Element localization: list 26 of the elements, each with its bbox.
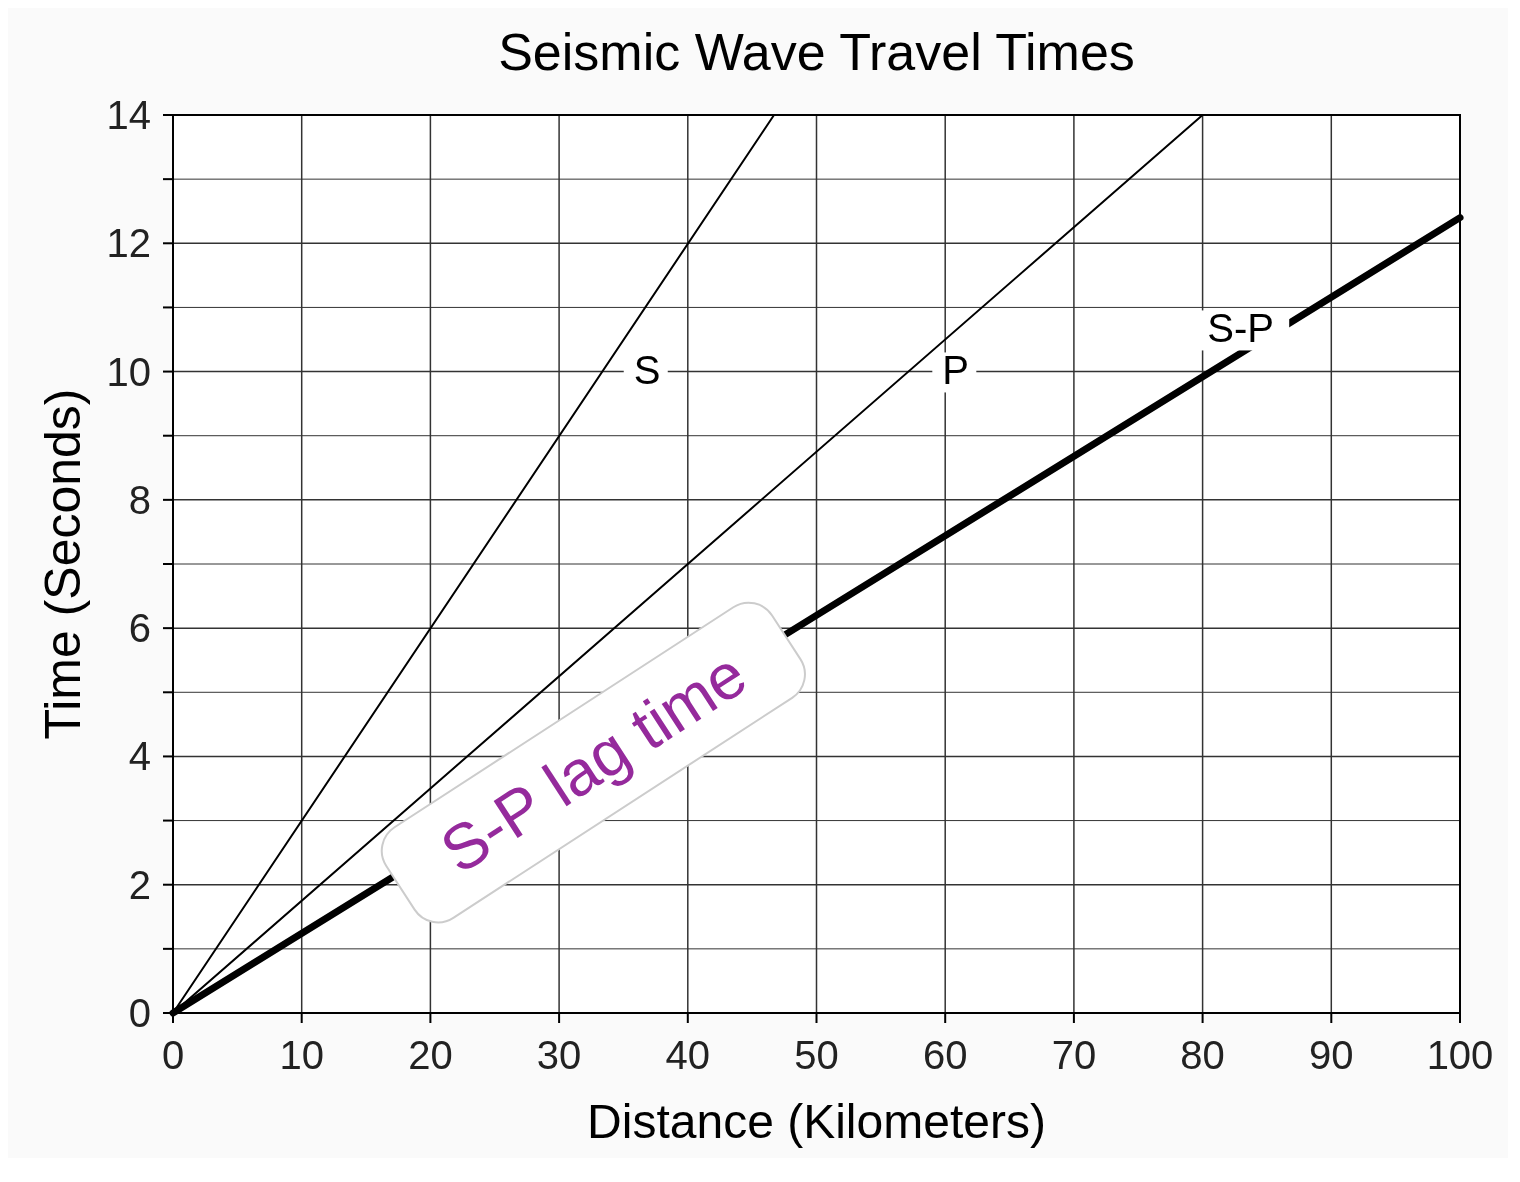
y-tick-label: 10 bbox=[106, 349, 151, 394]
x-tick-label: 60 bbox=[922, 1033, 968, 1077]
y-axis-title: Time (Seconds) bbox=[35, 388, 91, 740]
y-tick-label: 8 bbox=[128, 477, 151, 522]
x-tick-label: 50 bbox=[794, 1033, 839, 1077]
x-tick-label: 90 bbox=[1309, 1033, 1354, 1077]
x-tick-label: 0 bbox=[161, 1033, 185, 1077]
series-label: S bbox=[633, 348, 661, 393]
x-tick-label: 40 bbox=[665, 1033, 711, 1077]
series-label: S-P bbox=[1207, 306, 1274, 351]
y-tick-label: 2 bbox=[128, 862, 151, 907]
x-tick-label: 70 bbox=[1051, 1033, 1097, 1077]
x-tick-label: 80 bbox=[1180, 1033, 1225, 1077]
x-tick-label: 20 bbox=[408, 1033, 453, 1077]
x-tick-label: 30 bbox=[536, 1033, 582, 1077]
series-label: P bbox=[942, 348, 969, 393]
x-tick-label: 10 bbox=[279, 1033, 324, 1077]
chart-title: Seismic Wave Travel Times bbox=[498, 23, 1135, 81]
y-tick-label: 6 bbox=[128, 606, 151, 651]
y-tick-label: 14 bbox=[106, 93, 151, 137]
y-tick-label: 12 bbox=[106, 221, 151, 266]
x-tick-label: 100 bbox=[1426, 1033, 1494, 1077]
y-tick-label: 4 bbox=[128, 734, 151, 779]
annotation: S-P lag time bbox=[428, 637, 759, 888]
y-tick-label: 0 bbox=[128, 991, 151, 1035]
x-axis-title: Distance (Kilometers) bbox=[587, 1095, 1046, 1148]
